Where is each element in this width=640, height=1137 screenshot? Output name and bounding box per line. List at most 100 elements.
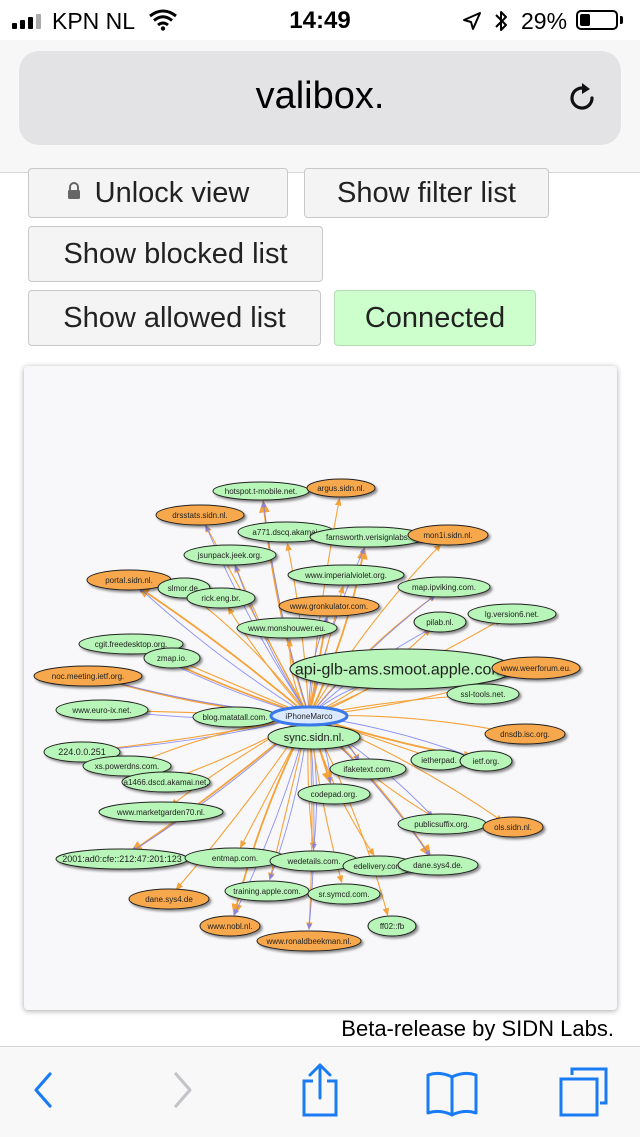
address-bar[interactable]: valibox. [19, 51, 621, 145]
forward-icon[interactable] [168, 1065, 198, 1120]
graph-node[interactable]: 224.0.0.251 [43, 741, 121, 763]
graph-node-shape [329, 758, 407, 780]
graph-edge-out [234, 564, 310, 717]
graph-node-label: ietf.org. [473, 757, 500, 766]
graph-node-label: a771.dscq.akamai. [252, 528, 319, 537]
graph-node[interactable]: a1466.dscd.akamai.net. [121, 771, 211, 793]
graph-node[interactable]: ifaketext.com. [329, 758, 407, 780]
graph-node[interactable]: www.gronkulator.com. [278, 595, 380, 617]
graph-node[interactable]: xs.powerdns.com. [82, 755, 172, 777]
graph-node-label: ssl-tools.net. [461, 690, 506, 699]
graph-node[interactable]: map.ipviking.com. [397, 576, 491, 598]
network-graph[interactable]: hotspot.t-mobile.net. argus.sidn.nl. drsst… [24, 366, 617, 1010]
graph-node-label: ff02::fb [380, 922, 405, 931]
graph-node[interactable]: ols.sidn.nl. [482, 816, 544, 838]
graph-node[interactable]: www.weerforum.eu. [491, 656, 581, 680]
graph-node-shape [121, 771, 211, 793]
graph-node[interactable]: entmap.com. [184, 847, 286, 869]
graph-node-label: edelivery.com. [354, 862, 405, 871]
connection-status: Connected [334, 290, 536, 346]
graph-node-label: www.marketgarden70.nl. [116, 808, 205, 817]
graph-node-shape [78, 633, 184, 655]
graph-center-shape [269, 705, 349, 727]
graph-node-shape [467, 603, 557, 625]
carrier-name: KPN NL [52, 8, 136, 34]
graph-node[interactable]: zmap.io. [143, 647, 201, 669]
graph-node-label: ols.sidn.nl. [494, 823, 532, 832]
graph-node[interactable]: pilab.nl. [413, 611, 467, 633]
graph-node[interactable]: dnsdb.isc.org. [484, 723, 566, 745]
graph-node-label: www.imperialviolet.org. [304, 571, 387, 580]
graph-edge-in [137, 586, 310, 717]
graph-node[interactable]: ietherpad. [410, 749, 468, 771]
graph-node[interactable]: lg.version6.net. [467, 603, 557, 625]
connection-status-label: Connected [364, 302, 506, 334]
graph-node[interactable]: rick.eng.br. [186, 587, 256, 609]
graph-node[interactable]: dane.sys4.de. [397, 854, 479, 876]
show-filter-list-button[interactable]: Show filter list [304, 168, 549, 218]
graph-node-label: portal.sidn.nl. [105, 576, 153, 585]
graph-edge-out [137, 586, 310, 717]
graph-node-label: jsunpack.jeek.org. [197, 551, 262, 560]
unlock-view-button[interactable]: Unlock view [28, 168, 288, 218]
graph-node-label: www.gronkulator.com. [289, 602, 368, 611]
reload-icon[interactable] [565, 81, 599, 120]
graph-node[interactable]: www.marketgarden70.nl. [98, 801, 224, 823]
signal-icon [12, 14, 41, 29]
graph-node[interactable]: ietf.org. [459, 750, 513, 772]
graph-node[interactable]: www.imperialviolet.org. [287, 564, 405, 586]
graph-node-shape [484, 723, 566, 745]
graph-node[interactable]: www.euro-ix.net. [55, 699, 149, 721]
show-allowed-list-button[interactable]: Show allowed list [28, 290, 321, 346]
graph-node[interactable]: drsstats.sidn.nl. [155, 504, 245, 526]
share-icon[interactable] [298, 1061, 342, 1124]
graph-center-node[interactable]: iPhoneMarco [269, 705, 349, 727]
graph-node[interactable]: mon1i.sidn.nl. [407, 524, 489, 546]
graph-node-shape [278, 595, 380, 617]
graph-node[interactable]: www.monshouwer.eu. [236, 617, 338, 639]
graph-edge-out [308, 543, 442, 717]
graph-node[interactable]: argus.sidn.nl. [306, 478, 376, 498]
graph-node[interactable]: farnsworth.verisignlabs. [309, 526, 427, 548]
graph-node-shape [482, 816, 544, 838]
location-icon [462, 11, 482, 36]
graph-node[interactable]: ssl-tools.net. [446, 683, 520, 705]
graph-node[interactable]: www.ronaldbeekman.nl. [256, 930, 362, 952]
graph-node[interactable]: cgit.freedesktop.org. [78, 633, 184, 655]
graph-node[interactable]: edelivery.com. [342, 855, 416, 877]
graph-node-shape [183, 544, 277, 566]
battery-tip [620, 16, 623, 24]
bookmarks-icon[interactable] [424, 1069, 480, 1122]
show-blocked-list-button[interactable]: Show blocked list [28, 226, 323, 282]
graph-node-label: api-glb-ams.smoot.apple.com. [295, 662, 509, 679]
graph-node[interactable]: publicsuffix.org. [397, 813, 487, 835]
network-graph-panel[interactable]: hotspot.t-mobile.net. argus.sidn.nl. drsst… [24, 366, 617, 1010]
graph-node-label: publicsuffix.org. [414, 820, 469, 829]
browser-toolbar [0, 1046, 640, 1137]
graph-node-label: www.monshouwer.eu. [247, 624, 326, 633]
graph-node[interactable]: noc.meeting.ietf.org. [33, 665, 143, 687]
graph-node[interactable]: jsunpack.jeek.org. [183, 544, 277, 566]
graph-node[interactable]: training.apple.com. [224, 880, 310, 902]
graph-node[interactable]: ff02::fb [367, 915, 417, 937]
graph-node-label: mon1i.sidn.nl. [423, 531, 472, 540]
graph-node[interactable]: www.nobl.nl. [199, 915, 261, 937]
graph-node-shape [397, 854, 479, 876]
graph-node-label: dane.sys4.de. [413, 861, 463, 870]
graph-node[interactable]: blog.matatall.com. [192, 706, 278, 728]
graph-node[interactable]: 2001:ad0:cfe::212:47:201:123 [55, 848, 189, 870]
graph-node[interactable]: sync.sidn.nl. [267, 724, 361, 750]
graph-node-label: rick.eng.br. [201, 594, 240, 603]
status-bar: KPN NL 14:49 29% [0, 0, 640, 40]
graph-node-shape [306, 478, 376, 498]
graph-node[interactable]: codepad.org. [297, 783, 371, 805]
graph-node[interactable]: dane.sys4.de [128, 888, 210, 910]
graph-node-shape [43, 741, 121, 763]
graph-node-label: farnsworth.verisignlabs. [326, 533, 410, 542]
graph-node[interactable]: hotspot.t-mobile.net. [212, 481, 310, 501]
back-icon[interactable] [28, 1065, 58, 1120]
graph-node[interactable]: api-glb-ams.smoot.apple.com. [289, 648, 515, 690]
graph-node-shape [491, 656, 581, 680]
graph-node[interactable]: sr.symcd.com. [307, 883, 381, 905]
tabs-icon[interactable] [556, 1065, 612, 1124]
